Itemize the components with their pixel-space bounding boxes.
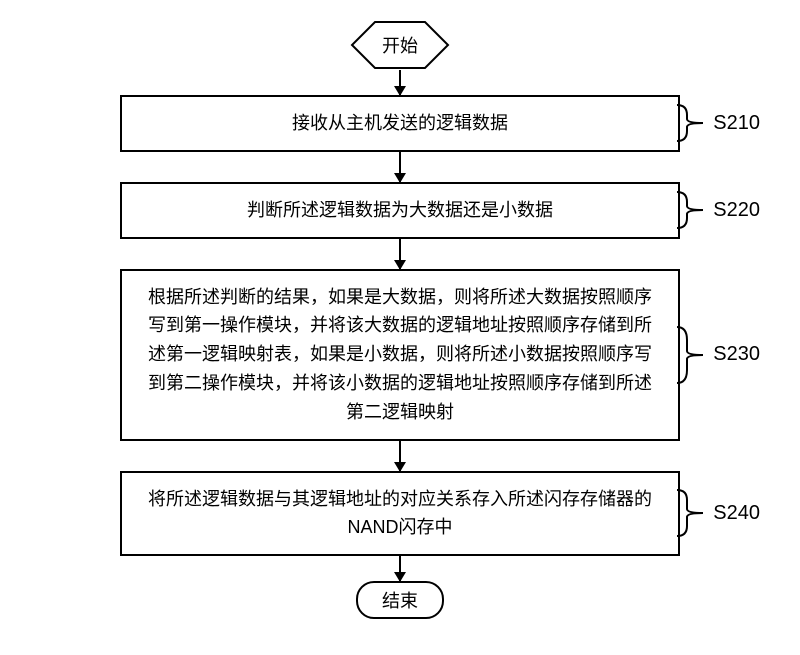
process-step-4: 将所述逻辑数据与其逻辑地址的对应关系存入所述闪存存储器的NAND闪存中 <box>120 471 680 557</box>
end-terminator: 结束 <box>356 581 444 619</box>
bracket-icon <box>675 190 705 230</box>
arrow <box>399 556 401 581</box>
start-terminator: 开始 <box>350 20 450 70</box>
step-label: S240 <box>675 488 760 538</box>
step-id: S240 <box>713 502 760 525</box>
arrow <box>399 70 401 95</box>
step-container: 根据所述判断的结果，如果是大数据，则将所述大数据按照顺序写到第一操作模块，并将该… <box>0 269 800 441</box>
step-text: 根据所述判断的结果，如果是大数据，则将所述大数据按照顺序写到第一操作模块，并将该… <box>148 287 652 422</box>
end-label: 结束 <box>382 591 418 611</box>
start-label: 开始 <box>382 32 418 58</box>
step-label: S210 <box>675 103 760 143</box>
arrow <box>399 239 401 269</box>
step-text: 判断所述逻辑数据为大数据还是小数据 <box>247 200 553 220</box>
step-id: S230 <box>713 343 760 366</box>
step-container: 接收从主机发送的逻辑数据 S210 <box>0 95 800 152</box>
bracket-icon <box>675 325 705 385</box>
bracket-icon <box>675 488 705 538</box>
step-label: S220 <box>675 190 760 230</box>
step-label: S230 <box>675 325 760 385</box>
process-step-3: 根据所述判断的结果，如果是大数据，则将所述大数据按照顺序写到第一操作模块，并将该… <box>120 269 680 441</box>
step-id: S210 <box>713 112 760 135</box>
arrow <box>399 441 401 471</box>
process-step-2: 判断所述逻辑数据为大数据还是小数据 <box>120 182 680 239</box>
step-text: 接收从主机发送的逻辑数据 <box>292 113 508 133</box>
bracket-icon <box>675 103 705 143</box>
step-container: 判断所述逻辑数据为大数据还是小数据 S220 <box>0 182 800 239</box>
step-id: S220 <box>713 199 760 222</box>
flowchart-container: 开始 接收从主机发送的逻辑数据 S210 判断所述逻辑数据为大数据还是小数据 <box>0 20 800 619</box>
step-container: 将所述逻辑数据与其逻辑地址的对应关系存入所述闪存存储器的NAND闪存中 S240 <box>0 471 800 557</box>
arrow <box>399 152 401 182</box>
process-step-1: 接收从主机发送的逻辑数据 <box>120 95 680 152</box>
step-text: 将所述逻辑数据与其逻辑地址的对应关系存入所述闪存存储器的NAND闪存中 <box>148 489 652 538</box>
